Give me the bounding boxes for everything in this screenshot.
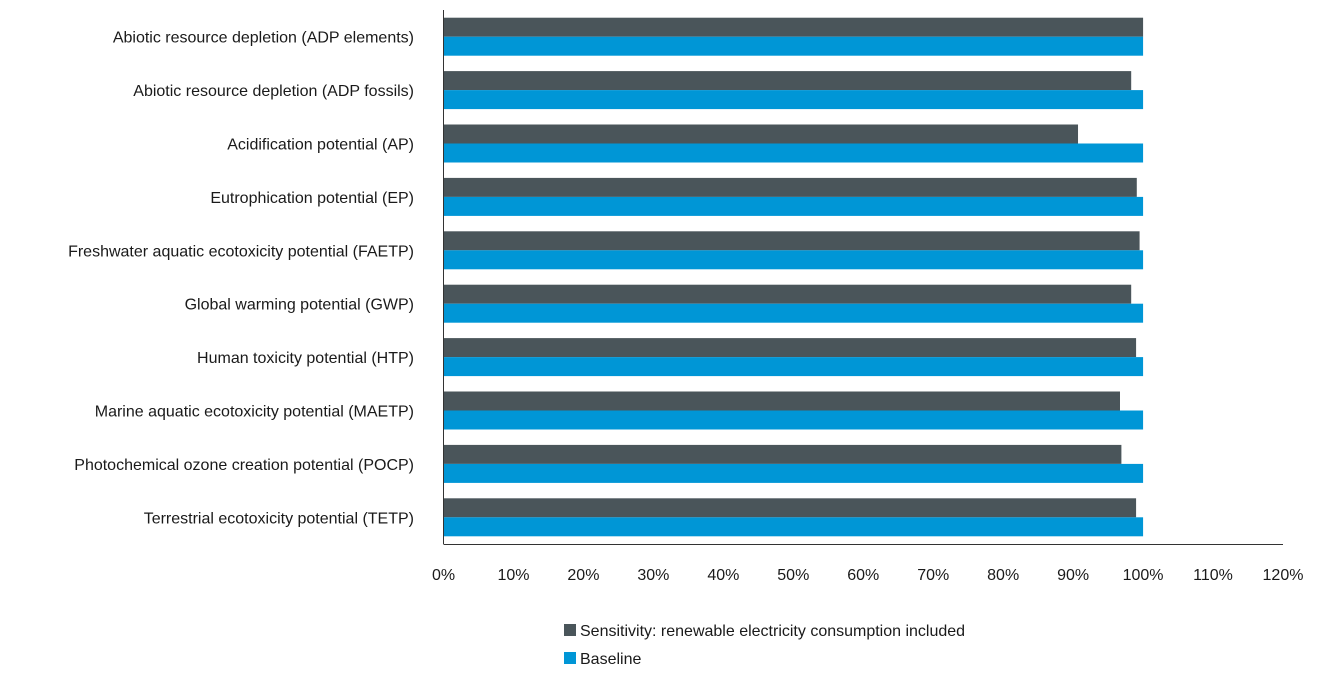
bar-baseline-0 (443, 36, 1144, 56)
bar-sensitivity-0 (443, 17, 1144, 37)
bar-sensitivity-1 (443, 71, 1132, 91)
x-tick-label-4: 40% (707, 567, 739, 584)
legend-swatch-0 (564, 624, 576, 636)
bar-sensitivity-4 (443, 231, 1140, 251)
x-tick-label-11: 110% (1193, 567, 1233, 584)
x-tick-label-10: 100% (1123, 567, 1164, 584)
x-tick-label-2: 20% (567, 567, 599, 584)
category-label-9: Terrestrial ecotoxicity potential (TETP) (144, 510, 414, 527)
bar-sensitivity-8 (443, 444, 1122, 464)
legend-label-0: Sensitivity: renewable electricity consu… (580, 623, 965, 640)
x-tick-label-6: 60% (847, 567, 879, 584)
category-label-0: Abiotic resource depletion (ADP elements… (113, 30, 414, 47)
bars-group (443, 17, 1144, 537)
x-tick-label-0: 0% (432, 567, 455, 584)
bar-baseline-6 (443, 357, 1144, 377)
category-label-8: Photochemical ozone creation potential (… (74, 457, 414, 474)
x-tick-label-9: 90% (1057, 567, 1089, 584)
bar-sensitivity-7 (443, 391, 1120, 411)
x-tick-label-1: 10% (497, 567, 529, 584)
legend: Sensitivity: renewable electricity consu… (564, 623, 965, 668)
category-label-1: Abiotic resource depletion (ADP fossils) (133, 83, 414, 100)
x-tick-label-8: 80% (987, 567, 1019, 584)
category-label-2: Acidification potential (AP) (227, 137, 414, 154)
category-label-5: Global warming potential (GWP) (185, 297, 414, 314)
category-label-3: Eutrophication potential (EP) (210, 190, 414, 207)
x-tick-label-7: 70% (917, 567, 949, 584)
x-tick-labels: 0% 10% 20% 30% 40% 50% 60% 70% 80% 90% 100% 110% 120… (432, 567, 1304, 584)
category-label-7: Marine aquatic ecotoxicity potential (MA… (95, 404, 414, 421)
x-tick-label-5: 50% (777, 567, 809, 584)
bar-baseline-2 (443, 143, 1144, 163)
bar-baseline-4 (443, 250, 1144, 270)
x-tick-label-12: 120% (1263, 567, 1304, 584)
bar-baseline-8 (443, 463, 1144, 483)
bar-baseline-1 (443, 90, 1144, 110)
legend-label-1: Baseline (580, 651, 641, 668)
bar-sensitivity-2 (443, 124, 1079, 144)
bar-baseline-5 (443, 303, 1144, 323)
bar-baseline-9 (443, 517, 1144, 537)
bar-sensitivity-6 (443, 338, 1137, 358)
x-tick-label-3: 30% (637, 567, 669, 584)
bar-baseline-7 (443, 410, 1144, 430)
bar-sensitivity-5 (443, 284, 1132, 304)
category-labels: Abiotic resource depletion (ADP elements… (68, 30, 414, 528)
bar-baseline-3 (443, 196, 1144, 216)
legend-swatch-1 (564, 652, 576, 664)
category-label-6: Human toxicity potential (HTP) (197, 350, 414, 367)
bar-sensitivity-3 (443, 177, 1137, 197)
category-label-4: Freshwater aquatic ecotoxicity potential… (68, 243, 414, 260)
bar-sensitivity-9 (443, 498, 1137, 518)
